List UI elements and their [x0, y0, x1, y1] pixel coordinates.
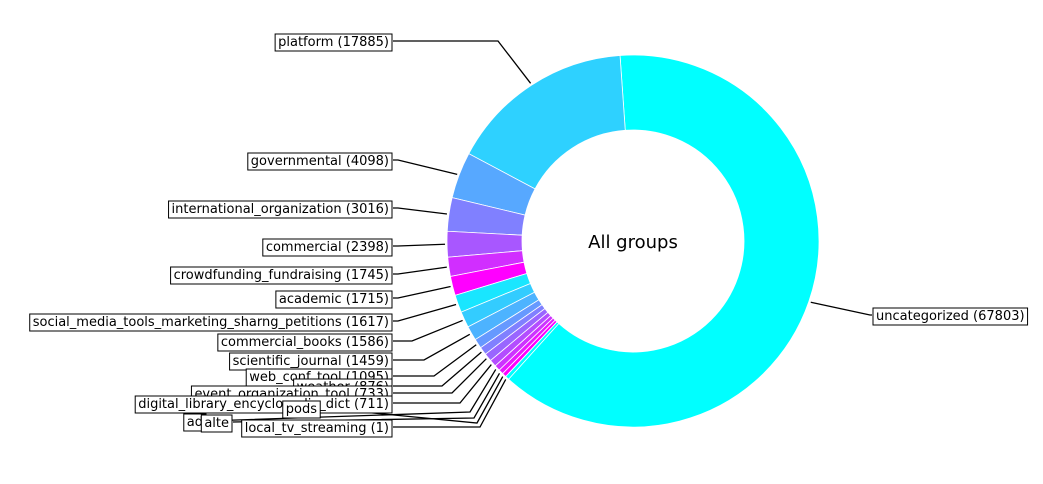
leader-line	[393, 285, 451, 299]
slice-label: scientific_journal (1459)	[229, 352, 393, 371]
slice-label: digital_library_encyclopedia_dict (711)	[134, 395, 393, 414]
slice-commercial-books	[460, 282, 536, 328]
leader-line	[393, 379, 507, 428]
label-box	[282, 400, 321, 419]
label-box	[29, 313, 393, 332]
label-box	[200, 414, 233, 433]
leader-line	[393, 303, 457, 322]
slice-label: commercial_books (1586)	[217, 333, 393, 352]
slice-commercial	[446, 230, 523, 258]
slice-label-text: crowdfunding_fundraising (1745)	[174, 268, 389, 283]
slice-label-text: platform (17885)	[278, 35, 389, 50]
slice-label: crowdfunding_fundraising (1745)	[170, 266, 393, 285]
label-box	[247, 152, 393, 171]
slice-label: academic (1715)	[275, 290, 393, 309]
slice-label-text: uncategorized (67803)	[876, 309, 1025, 324]
leader-line	[810, 301, 872, 316]
slice-label: international_organization (3016)	[168, 200, 393, 219]
slice-labels: uncategorized (67803) platform (17885) gov…	[29, 33, 1029, 438]
slice-label: pods	[282, 400, 321, 419]
slice-label: uncategorized (67803)	[872, 307, 1029, 326]
label-box	[872, 307, 1029, 326]
slice-label: governmental (4098)	[247, 152, 393, 171]
slice-social-media-tools-marketing-sharng-petitions	[454, 272, 531, 313]
slice-label-text: alte	[204, 416, 229, 431]
leader-line	[393, 344, 477, 377]
slice-uncategorized	[507, 54, 820, 428]
label-box	[275, 290, 393, 309]
leader-line	[393, 243, 446, 247]
slice-academic	[449, 261, 528, 296]
slice-label: platform (17885)	[274, 33, 393, 52]
leader-line	[393, 159, 458, 176]
slice-label: social_media_tools_marketing_sharng_peti…	[29, 313, 393, 332]
slice-label-text: pods	[286, 402, 317, 417]
slice-international-organization	[446, 197, 526, 236]
label-box	[241, 419, 393, 438]
slice-label-text: commercial (2398)	[266, 240, 389, 255]
slice-label: commercial (2398)	[262, 238, 393, 257]
slice-weather	[480, 304, 546, 355]
slice-label-text: digital_library_encyclopedia_dict (711)	[138, 397, 389, 412]
label-box	[134, 395, 393, 414]
chart-slices	[446, 54, 820, 428]
slice-event-organization-tool	[484, 308, 549, 362]
slice-platform	[468, 55, 626, 190]
slice-web-conf-tool	[474, 299, 543, 349]
slice-label-text: international_organization (3016)	[172, 202, 389, 217]
slice-governmental	[451, 153, 536, 216]
slice-local-tv-streaming	[505, 321, 560, 380]
slice-label-text: governmental (4098)	[251, 154, 389, 169]
leader-line	[393, 364, 492, 404]
slice-label-text: ad	[187, 415, 203, 430]
label-box	[274, 33, 393, 52]
center-label: All groups	[588, 232, 678, 253]
slice-label: alte	[200, 414, 233, 433]
leader-line	[393, 333, 471, 361]
slice-label-text: academic (1715)	[279, 292, 389, 307]
slice-label: ad	[183, 413, 207, 432]
label-box	[168, 200, 393, 219]
label-box	[262, 238, 393, 257]
slice-label: local_tv_streaming (1)	[241, 419, 393, 438]
slice-crowdfunding-fundraising	[447, 250, 525, 277]
slice-label-text: commercial_books (1586)	[221, 335, 389, 350]
slice-label-text: social_media_tools_marketing_sharng_peti…	[33, 315, 389, 330]
label-box	[170, 266, 393, 285]
leader-line	[393, 351, 482, 387]
label-box	[217, 333, 393, 352]
slice-label-text: scientific_journal (1459)	[233, 354, 389, 369]
leader-line	[393, 266, 447, 275]
leader-line	[393, 358, 487, 394]
leader-line	[393, 40, 532, 84]
slice-label-text: local_tv_streaming (1)	[245, 421, 389, 436]
leader-line	[393, 319, 463, 342]
leader-line	[393, 207, 448, 215]
slice-scientific-journal	[467, 291, 540, 341]
